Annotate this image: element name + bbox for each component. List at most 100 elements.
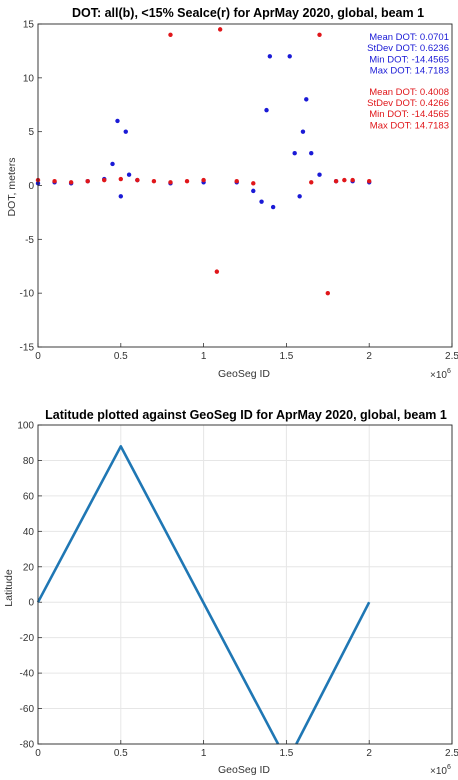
top-plot-area: 0 0.5 1 1.5 2 2.5 -15 -10 -5 0 5 10 15: [20, 20, 458, 363]
top-series-1-point: [333, 178, 339, 184]
bottom-x-tick-label: 0.5: [114, 748, 128, 759]
top-series-1-point: [52, 178, 57, 184]
top-series-0-point: [110, 161, 115, 167]
top-series-1-point: [342, 177, 347, 183]
bottom-plot-background: [38, 425, 452, 744]
top-series-1-point: [151, 178, 157, 184]
top-stats-line: Mean DOT: 0.0701: [369, 32, 449, 43]
top-series-0-point: [123, 129, 128, 134]
top-stats-line: Max DOT: 14.7183: [370, 120, 449, 131]
bottom-axes-frame: [37, 424, 453, 745]
top-plot-background: [38, 24, 452, 347]
top-y-tick-label: 5: [28, 127, 34, 138]
bottom-series-0-line-segment: [295, 601, 371, 745]
top-series-1-point: [309, 180, 314, 185]
top-y-tick-label: 10: [23, 73, 35, 84]
bottom-x-multiplier-exp: 6: [447, 764, 451, 771]
top-series-1-point: [350, 177, 355, 183]
top-y-tick-label: 0: [28, 181, 34, 192]
top-stats-line: Max DOT: 14.7183: [370, 66, 449, 77]
bottom-x-tick-label: 2.5: [445, 748, 458, 759]
top-x-tick-label: 1: [201, 351, 207, 362]
top-stats-line: Mean DOT: 0.4008: [369, 87, 449, 98]
bottom-y-tick-label: 0: [28, 598, 34, 609]
bottom-x-tick-label: 1: [201, 748, 207, 759]
top-series-1-point: [184, 178, 190, 184]
top-series-0-point: [126, 172, 132, 177]
top-x-tick-label: 0: [35, 351, 41, 362]
top-series-0-point: [300, 129, 306, 134]
top-series-1-point: [317, 32, 322, 37]
top-y-axis-label: DOT, meters: [6, 158, 18, 217]
top-series-1-point: [214, 269, 220, 274]
top-series-0-point: [264, 107, 269, 113]
top-series-1: [35, 27, 372, 296]
top-stats-line: Min DOT: -14.4565: [369, 54, 449, 65]
bottom-y-tick-label: 40: [23, 527, 35, 538]
top-series-0-point: [251, 188, 256, 194]
top-series-1-point: [135, 177, 140, 183]
bottom-y-tick-label: -80: [20, 740, 35, 751]
bottom-y-tick-label: 100: [17, 421, 34, 432]
top-series-0-point: [309, 151, 314, 156]
top-x-tick-label: 2: [366, 351, 372, 362]
bottom-x-axis-label: GeoSeg ID: [218, 764, 270, 776]
top-y-tick-label: -10: [20, 289, 35, 300]
top-series-0-point: [304, 97, 309, 102]
top-x-multiplier: ×106: [430, 368, 451, 381]
bottom-plot-area: 0 0.5 1 1.5 2 2.5 -80 -60 -40 -20 0 20 40 60 80 100: [17, 421, 458, 760]
top-series-1-point: [201, 177, 206, 183]
bottom-y-tick-label: 20: [23, 562, 35, 573]
top-series-0-point: [259, 199, 264, 204]
top-x-tick-label: 2.5: [445, 351, 458, 362]
top-x-axis-label: GeoSeg ID: [218, 368, 270, 380]
bottom-y-axis-label: Latitude: [3, 569, 15, 607]
top-y-tick-label: -15: [20, 343, 35, 354]
top-y-tick-label: -5: [25, 235, 34, 246]
top-x-tick-label: 1.5: [279, 351, 293, 362]
top-series-1-point: [234, 178, 239, 184]
top-series-0-point: [297, 194, 302, 199]
top-x-tick-label: 0.5: [114, 351, 128, 362]
top-series-1-point: [217, 27, 223, 32]
top-series-1-point: [367, 178, 372, 184]
top-y-tick-label: 15: [23, 20, 35, 31]
top-x-multiplier-exp: 6: [447, 368, 451, 375]
bottom-y-tick-label: -20: [20, 633, 35, 644]
top-stats-line: StDev DOT: 0.6236: [367, 43, 449, 54]
bottom-chart: Latitude plotted against GeoSeg ID for A…: [3, 408, 458, 777]
bottom-x-tick-label: 1.5: [279, 748, 293, 759]
top-axes-frame: [37, 23, 453, 348]
bottom-y-tick-label: -40: [20, 669, 35, 680]
top-series-0-point: [317, 172, 322, 177]
top-series-1-point: [251, 181, 256, 186]
bottom-series-0-line-segment: [36, 444, 280, 745]
top-chart-title: DOT: all(b), <15% SeaIce(r) for AprMay 2…: [72, 6, 424, 20]
bottom-y-tick-label: 80: [23, 456, 35, 467]
top-chart: DOT: all(b), <15% SeaIce(r) for AprMay 2…: [6, 6, 458, 381]
top-series-0-point: [267, 54, 273, 59]
top-series-0-point: [287, 54, 292, 59]
top-series-1-point: [102, 177, 107, 183]
top-series-1-point: [85, 178, 90, 184]
bottom-chart-title: Latitude plotted against GeoSeg ID for A…: [45, 408, 447, 422]
top-series-0-point: [270, 204, 276, 210]
top-stats-line: StDev DOT: 0.4266: [367, 98, 449, 109]
bottom-x-tick-label: 0: [35, 748, 41, 759]
top-x-multiplier-base: ×10: [430, 370, 447, 381]
bottom-y-tick-label: -60: [20, 704, 35, 715]
top-series-1-point: [118, 176, 124, 182]
top-series-1-point: [68, 180, 74, 185]
top-series-0-point: [118, 194, 124, 199]
bottom-x-multiplier: ×106: [430, 764, 451, 777]
bottom-x-multiplier-base: ×10: [430, 766, 447, 777]
top-stats-line: Min DOT: -14.4565: [369, 109, 449, 120]
bottom-y-tick-label: 60: [23, 491, 35, 502]
top-series-1-point: [325, 290, 330, 296]
top-series-0-point: [115, 118, 120, 124]
top-series-1-point: [168, 180, 173, 185]
top-series-0-point: [292, 151, 297, 156]
bottom-x-tick-label: 2: [366, 748, 372, 759]
